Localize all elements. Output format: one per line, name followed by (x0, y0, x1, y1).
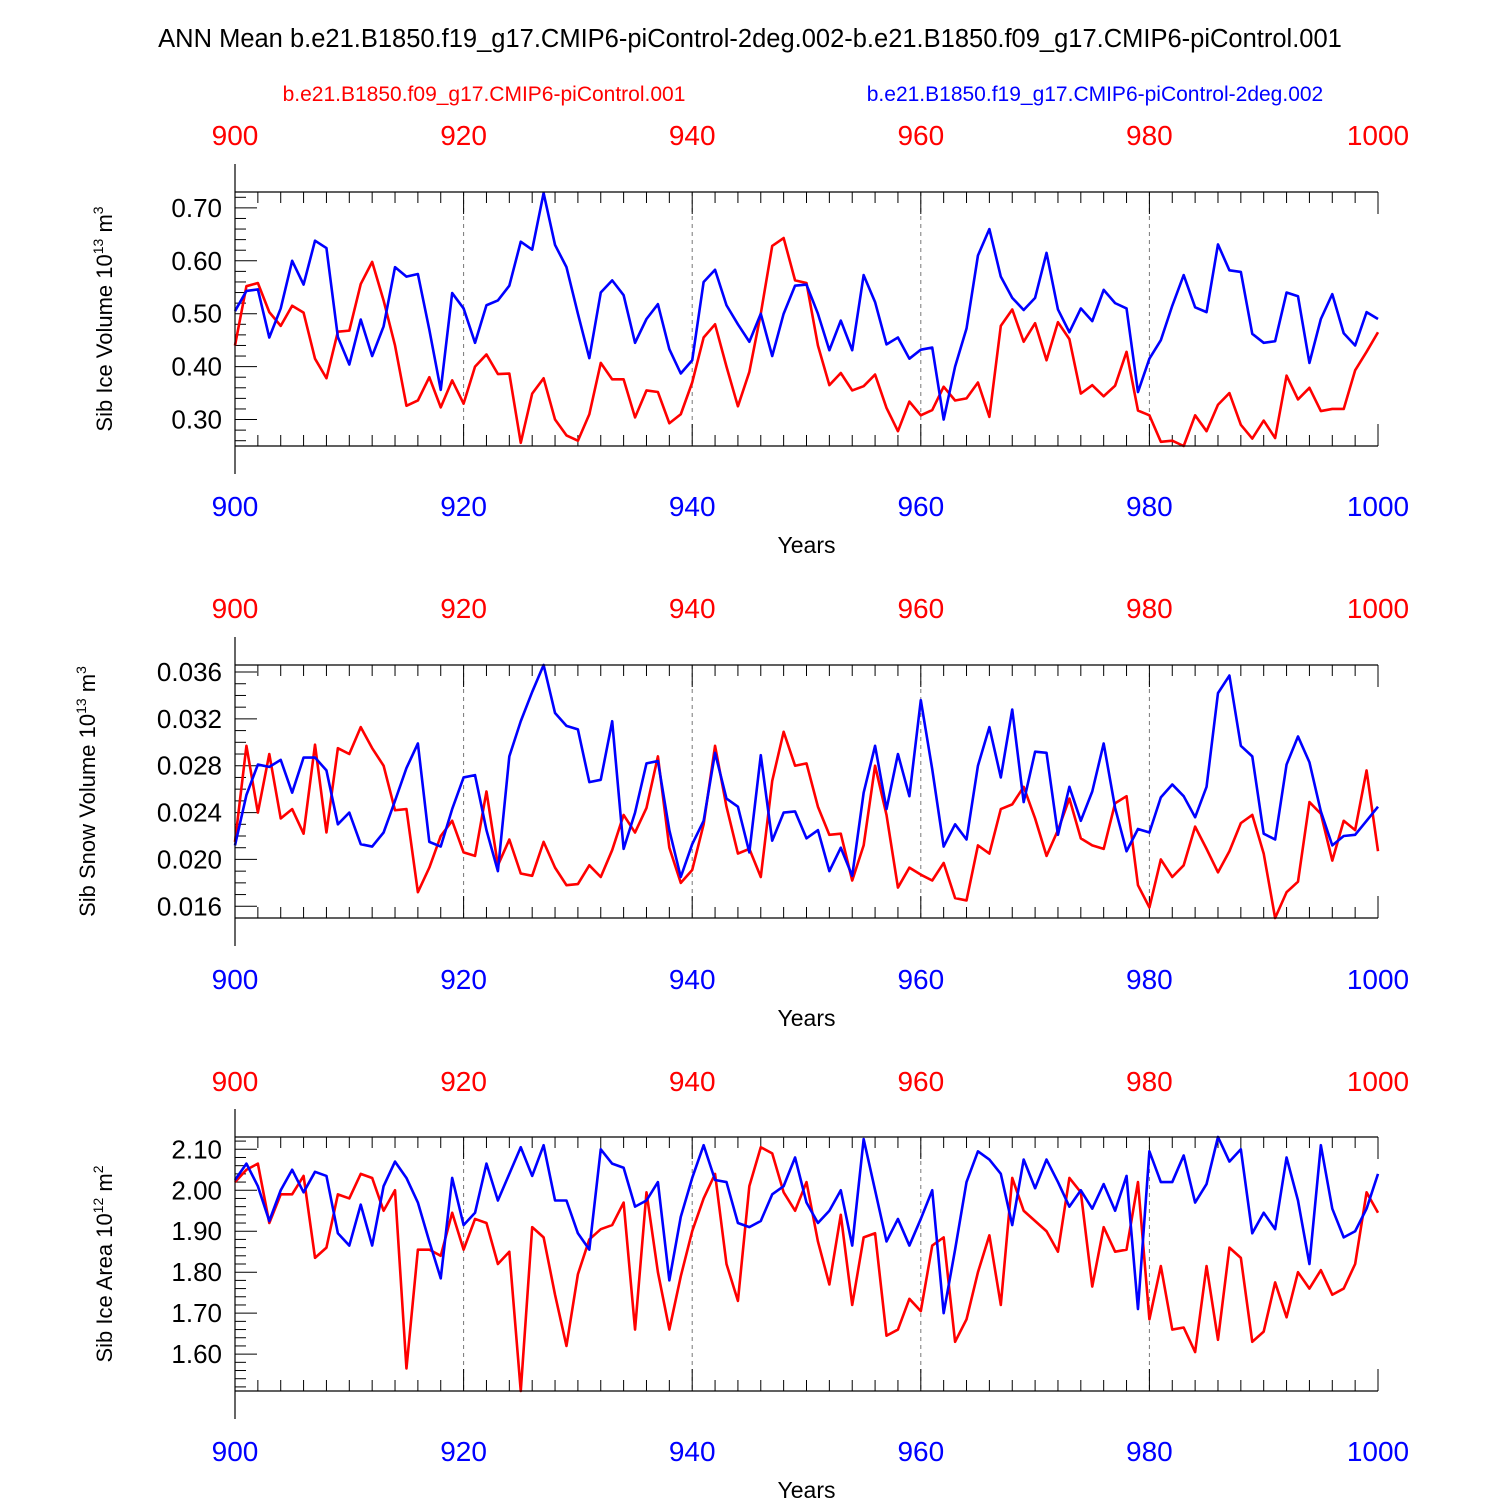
x-tick-label-bottom: 980 (1126, 964, 1173, 995)
x-tick-label-top: 1000 (1347, 593, 1409, 624)
x-tick-label-top: 980 (1126, 593, 1173, 624)
x-tick-label-bottom: 920 (440, 1436, 487, 1467)
x-tick-label-top: 1000 (1347, 1066, 1409, 1097)
x-tick-label-bottom: 1000 (1347, 491, 1409, 522)
panel-sib-ice-volume: 900 900 920 920 940 940 960 960 980 980 1000 1000 0.… (90, 120, 1409, 558)
y-tick-label: 0.036 (157, 657, 222, 687)
legend-blue-label: b.e21.B1850.f19_g17.CMIP6-piControl-2deg… (867, 83, 1323, 106)
x-tick-label-top: 920 (440, 120, 487, 151)
x-tick-label-bottom: 940 (669, 1436, 716, 1467)
y-tick-label: 0.032 (157, 704, 222, 734)
x-tick-label-top: 940 (669, 1066, 716, 1097)
y-tick-label: 0.40 (171, 352, 222, 382)
x-axis-title: Years (778, 1005, 836, 1031)
y-tick-label: 2.00 (171, 1175, 222, 1205)
x-tick-label-top: 920 (440, 593, 487, 624)
x-axis-title: Years (778, 1477, 836, 1500)
x-tick-label-bottom: 900 (212, 1436, 259, 1467)
y-tick-label: 0.70 (171, 193, 222, 223)
x-tick-label-top: 940 (669, 593, 716, 624)
y-tick-label: 2.10 (171, 1134, 222, 1164)
y-tick-label: 0.020 (157, 844, 222, 874)
x-tick-label-top: 960 (897, 1066, 944, 1097)
series-line-blue (233, 663, 1380, 879)
x-tick-label-bottom: 980 (1126, 1436, 1173, 1467)
y-tick-label: 0.50 (171, 299, 222, 329)
x-tick-label-top: 900 (212, 1066, 259, 1097)
y-tick-label: 0.024 (157, 798, 222, 828)
x-tick-label-bottom: 960 (897, 491, 944, 522)
x-tick-label-bottom: 960 (897, 964, 944, 995)
panel-sib-snow-volume: 900 900 920 920 940 940 960 960 980 980 1000 1000 0.… (73, 593, 1409, 1031)
x-tick-label-top: 980 (1126, 120, 1173, 151)
series-line-red (233, 236, 1380, 448)
x-tick-label-bottom: 940 (669, 491, 716, 522)
y-axis-title: Sib Snow Volume 1013 m3 (73, 666, 100, 917)
y-tick-label: 0.028 (157, 751, 222, 781)
figure-title: ANN Mean b.e21.B1850.f19_g17.CMIP6-piCon… (158, 25, 1342, 53)
x-tick-label-bottom: 1000 (1347, 1436, 1409, 1467)
series-line-red (234, 1145, 1380, 1393)
x-tick-label-top: 920 (440, 1066, 487, 1097)
x-tick-label-bottom: 920 (440, 491, 487, 522)
x-tick-label-top: 900 (212, 593, 259, 624)
x-tick-label-top: 980 (1126, 1066, 1173, 1097)
x-tick-label-top: 960 (897, 120, 944, 151)
x-tick-label-bottom: 980 (1126, 491, 1173, 522)
x-tick-label-bottom: 900 (212, 964, 259, 995)
series-line-blue (233, 1135, 1380, 1315)
series-line-blue (233, 191, 1379, 421)
x-tick-label-bottom: 900 (212, 491, 259, 522)
x-tick-label-top: 1000 (1347, 120, 1409, 151)
y-tick-label: 1.70 (171, 1298, 222, 1328)
y-tick-label: 0.016 (157, 891, 222, 921)
x-tick-label-bottom: 940 (669, 964, 716, 995)
y-tick-label: 0.30 (171, 405, 222, 435)
y-axis-title: Sib Ice Area 1012 m2 (90, 1165, 117, 1362)
x-tick-label-bottom: 1000 (1347, 964, 1409, 995)
series-line-red (233, 725, 1380, 920)
y-tick-label: 1.60 (171, 1339, 222, 1369)
y-axis-title: Sib Ice Volume 1013 m3 (90, 206, 117, 431)
x-tick-label-top: 940 (669, 120, 716, 151)
x-axis-title: Years (778, 532, 836, 558)
legend-red-label: b.e21.B1850.f09_g17.CMIP6-piControl.001 (283, 83, 686, 106)
y-tick-label: 1.90 (171, 1216, 222, 1246)
panel-sib-ice-area: 900 900 920 920 940 940 960 960 980 980 1000 1000 1.… (90, 1066, 1409, 1500)
x-tick-label-bottom: 960 (897, 1436, 944, 1467)
x-tick-label-top: 960 (897, 593, 944, 624)
x-tick-label-top: 900 (212, 120, 259, 151)
y-tick-label: 1.80 (171, 1257, 222, 1287)
y-tick-label: 0.60 (171, 246, 222, 276)
x-tick-label-bottom: 920 (440, 964, 487, 995)
